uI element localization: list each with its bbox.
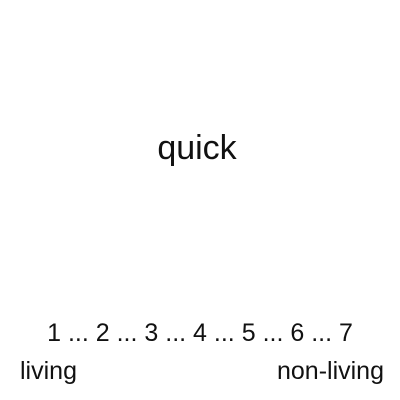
scale-separator: ...	[262, 319, 284, 347]
rating-scale: 1 ... 2 ... 3 ... 4 ... 5 ... 6 ... 7	[0, 318, 400, 348]
scale-separator: ...	[116, 319, 138, 347]
scale-point-3[interactable]: 3	[144, 319, 159, 347]
scale-point-1[interactable]: 1	[47, 319, 61, 347]
scale-point-2[interactable]: 2	[95, 319, 110, 347]
scale-separator: ...	[311, 319, 333, 347]
scale-separator: ...	[165, 319, 187, 347]
scale-separator: ...	[213, 319, 235, 347]
scale-point-5[interactable]: 5	[241, 319, 256, 347]
scale-point-4[interactable]: 4	[193, 319, 207, 347]
stimulus-word: quick	[157, 129, 237, 167]
scale-point-7[interactable]: 7	[339, 319, 353, 347]
scale-point-6[interactable]: 6	[290, 319, 305, 347]
scale-left-anchor-label: living	[20, 357, 77, 385]
scale-right-anchor-label: non-living	[276, 357, 384, 385]
scale-separator: ...	[67, 319, 89, 347]
